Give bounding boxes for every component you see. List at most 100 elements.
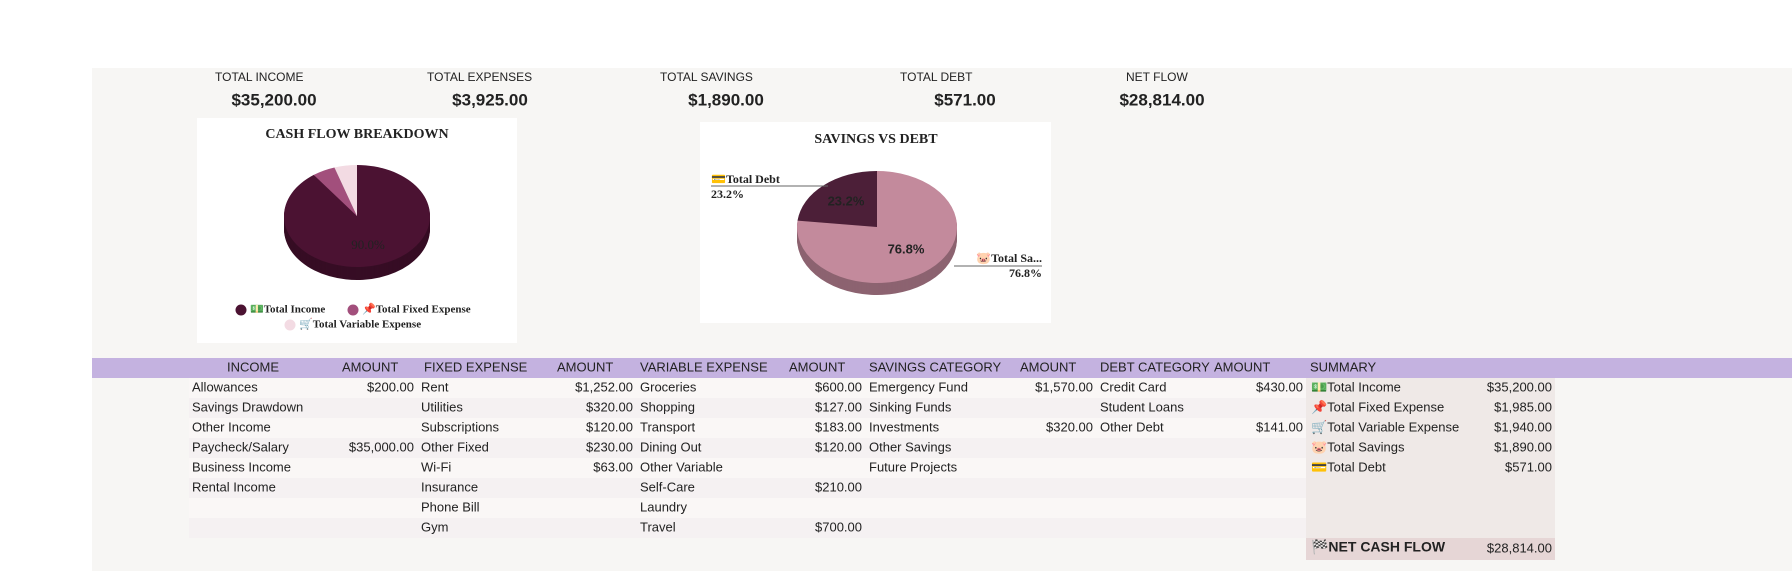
kpi-label: NET FLOW xyxy=(1126,70,1188,84)
kpi-label: TOTAL EXPENSES xyxy=(427,70,532,84)
table-cell: Investments xyxy=(869,419,940,434)
table-cell: $1,940.00 xyxy=(1494,419,1552,434)
table-cell: Phone Bill xyxy=(421,499,480,514)
chart-title: SAVINGS VS DEBT xyxy=(814,132,938,147)
table-cell: Laundry xyxy=(640,499,687,514)
kpi-value: $1,890.00 xyxy=(688,90,764,109)
slice-label: 90.0% xyxy=(351,237,385,252)
row-stripe xyxy=(189,518,1306,538)
table-cell: Rental Income xyxy=(192,479,276,494)
table-cell: 📌Total Fixed Expense xyxy=(1311,398,1444,414)
column-header: AMOUNT xyxy=(1214,359,1270,374)
table-cell: $600.00 xyxy=(815,379,862,394)
table-cell: 🐷Total Savings xyxy=(1311,439,1405,454)
table-cell: 💵Total Income xyxy=(1311,379,1401,394)
outside-value: 23.2% xyxy=(711,187,744,201)
legend-label: 📌Total Fixed Expense xyxy=(362,302,471,316)
table-cell: $320.00 xyxy=(1046,419,1093,434)
pie-slice xyxy=(797,171,877,227)
table-cell: Groceries xyxy=(640,379,697,394)
table-cell: Other Savings xyxy=(869,439,952,454)
table-cell: $35,200.00 xyxy=(1487,379,1552,394)
column-header: SUMMARY xyxy=(1310,359,1377,374)
pie-slice xyxy=(334,165,357,216)
legend-label: 💵Total Income xyxy=(250,304,325,316)
table-cell: Insurance xyxy=(421,479,478,494)
table-cell: Dining Out xyxy=(640,439,702,454)
table-cell: Shopping xyxy=(640,399,695,414)
column-header: VARIABLE EXPENSE xyxy=(640,359,768,374)
table-cell: $183.00 xyxy=(815,419,862,434)
table-cell: $210.00 xyxy=(815,479,862,494)
legend-label: 🛒Total Variable Expense xyxy=(299,318,421,331)
column-header: AMOUNT xyxy=(557,359,613,374)
table-cell: Travel xyxy=(640,519,676,534)
row-stripe xyxy=(189,478,1306,498)
kpi-value: $28,814.00 xyxy=(1119,90,1204,109)
table-cell: Business Income xyxy=(192,459,291,474)
table-cell: $141.00 xyxy=(1256,419,1303,434)
table-cell: $127.00 xyxy=(815,399,862,414)
legend-swatch xyxy=(235,304,247,316)
summary-area xyxy=(1306,378,1555,538)
table-cell: $1,985.00 xyxy=(1494,399,1552,414)
table-cell: $1,252.00 xyxy=(575,379,633,394)
table-cell: Emergency Fund xyxy=(869,379,968,394)
table-cell: $1,570.00 xyxy=(1035,379,1093,394)
column-header: INCOME xyxy=(227,359,279,374)
net-value: $28,814.00 xyxy=(1487,540,1552,555)
table-cell: Other Variable xyxy=(640,459,723,474)
pie-slice xyxy=(283,165,431,268)
kpi-label: TOTAL INCOME xyxy=(215,70,303,84)
table-cell: Other Fixed xyxy=(421,439,489,454)
table-cell: Sinking Funds xyxy=(869,399,952,414)
table-cell: $571.00 xyxy=(1505,459,1552,474)
table-cell: $63.00 xyxy=(593,459,633,474)
kpi-value: $3,925.00 xyxy=(452,90,528,109)
table-cell: Savings Drawdown xyxy=(192,399,303,414)
table-cell: 🛒Total Variable Expense xyxy=(1311,419,1459,434)
outside-label: 🐷Total Sa... xyxy=(976,251,1042,265)
table-cell: Subscriptions xyxy=(421,419,500,434)
slice-label: 23.2% xyxy=(828,193,865,208)
slice-label: 76.8% xyxy=(888,241,925,256)
table-cell: $200.00 xyxy=(367,379,414,394)
table-cell: $120.00 xyxy=(815,439,862,454)
table-cell: Rent xyxy=(421,379,449,394)
legend-swatch xyxy=(284,319,296,331)
table-cell: $430.00 xyxy=(1256,379,1303,394)
net-label: 🏁NET CASH FLOW xyxy=(1311,539,1446,556)
table-cell: $230.00 xyxy=(586,439,633,454)
table-cell: $35,000.00 xyxy=(349,439,414,454)
table-cell: $320.00 xyxy=(586,399,633,414)
table-cell: Allowances xyxy=(192,379,258,394)
column-header: AMOUNT xyxy=(342,359,398,374)
table-cell: Other Debt xyxy=(1100,419,1164,434)
kpi-value: $571.00 xyxy=(934,90,995,109)
table-cell: Gym xyxy=(421,519,448,534)
kpi-label: TOTAL DEBT xyxy=(900,70,973,84)
row-stripe xyxy=(189,398,1306,418)
column-header: AMOUNT xyxy=(1020,359,1076,374)
table-cell: $700.00 xyxy=(815,519,862,534)
outside-value: 76.8% xyxy=(1009,266,1042,280)
legend-swatch xyxy=(347,304,359,316)
table-cell: Future Projects xyxy=(869,459,958,474)
pie-slice xyxy=(797,171,957,283)
column-header: SAVINGS CATEGORY xyxy=(869,359,1002,374)
table-cell: Self-Care xyxy=(640,479,695,494)
table-cell: $120.00 xyxy=(586,419,633,434)
chart-title: CASH FLOW BREAKDOWN xyxy=(265,127,448,142)
row-stripe xyxy=(189,438,1306,458)
table-cell: Paycheck/Salary xyxy=(192,439,289,454)
pie-slice xyxy=(313,167,357,216)
table-cell: Utilities xyxy=(421,399,463,414)
column-header: FIXED EXPENSE xyxy=(424,359,528,374)
outside-label: 💳Total Debt xyxy=(711,172,780,186)
column-header: DEBT CATEGORY xyxy=(1100,359,1210,374)
table-cell: Other Income xyxy=(192,419,271,434)
header-band xyxy=(92,358,1792,378)
table-cell: Credit Card xyxy=(1100,379,1166,394)
table-cell: $1,890.00 xyxy=(1494,439,1552,454)
